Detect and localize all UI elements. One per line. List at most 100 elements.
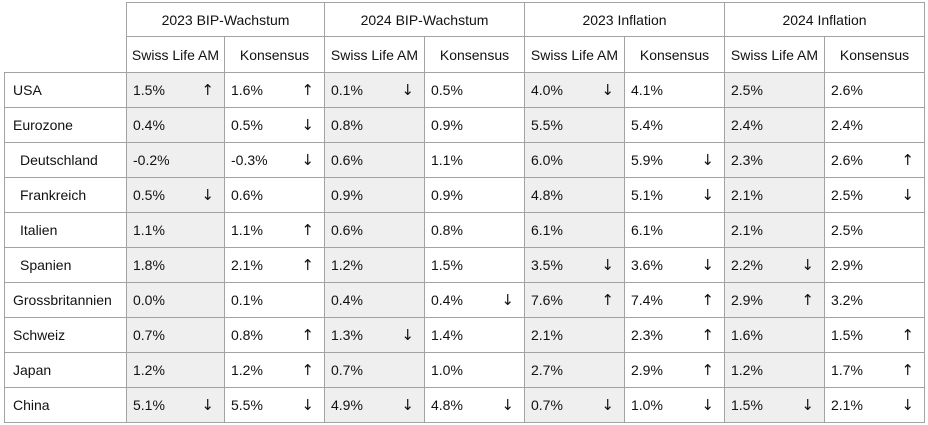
arrow-down-icon: ↓: [801, 256, 814, 274]
cell-swiss-life: 2.9% ↑: [724, 282, 825, 318]
cell-value: 2.5%: [831, 222, 863, 238]
cell-value: 2.1%: [231, 257, 263, 273]
arrow-up-icon: ↑: [601, 291, 614, 309]
arrow-down-icon: ↓: [901, 186, 914, 204]
cell-swiss-life: 1.6%: [724, 317, 825, 353]
table-row: USA 1.5% ↑ 1.6% ↑ 0.1% ↓ 0.5% 4.0% ↓ 4.1% 2.5% 2.6%: [4, 72, 925, 108]
cell-swiss-life: 6.1%: [524, 212, 625, 248]
cell-value: 0.7%: [331, 362, 363, 378]
cell-swiss-life: 2.3%: [724, 142, 825, 178]
table-row: Grossbritannien 0.0% 0.1% 0.4% 0.4% ↓ 7.6% ↑ 7.4…: [4, 282, 925, 318]
arrow-up-icon: ↑: [801, 291, 814, 309]
cell-swiss-life: 0.0%: [126, 282, 225, 318]
arrow-down-icon: ↓: [601, 256, 614, 274]
sub-header-konsensus: Konsensus: [224, 36, 325, 73]
cell-value: 5.5%: [231, 397, 263, 413]
cell-value: 7.4%: [631, 292, 663, 308]
arrow-down-icon: ↓: [701, 256, 714, 274]
cell-konsensus: 0.8%: [424, 212, 525, 248]
cell-konsensus: 1.0%: [424, 352, 525, 388]
cell-konsensus: 6.1%: [624, 212, 725, 248]
group-header-row: 2023 BIP-Wachstum 2024 BIP-Wachstum 2023…: [4, 2, 925, 73]
cell-konsensus: 4.8% ↓: [424, 387, 525, 423]
cell-swiss-life: 1.5% ↓: [724, 387, 825, 423]
cell-swiss-life: 2.7%: [524, 352, 625, 388]
row-label: China: [4, 387, 127, 423]
arrow-down-icon: ↓: [501, 291, 514, 309]
cell-value: 2.1%: [731, 187, 763, 203]
table-row: Deutschland -0.2% -0.3% ↓ 0.6% 1.1% 6.0% 5.9% ↓ 2…: [4, 142, 925, 178]
cell-value: 4.8%: [531, 187, 563, 203]
cell-value: 1.2%: [133, 362, 165, 378]
cell-value: 1.5%: [831, 327, 863, 343]
cell-value: 0.1%: [331, 82, 363, 98]
cell-konsensus: 0.9%: [424, 177, 525, 213]
cell-value: 0.5%: [231, 117, 263, 133]
cell-value: 1.5%: [431, 257, 463, 273]
arrow-up-icon: ↑: [901, 326, 914, 344]
cell-konsensus: 1.7% ↑: [824, 352, 925, 388]
cell-value: 5.1%: [631, 187, 663, 203]
cell-value: 6.0%: [531, 152, 563, 168]
cell-value: 0.4%: [431, 292, 463, 308]
row-label: Deutschland: [4, 142, 127, 178]
cell-konsensus: 1.1% ↑: [224, 212, 325, 248]
cell-swiss-life: 1.2%: [724, 352, 825, 388]
arrow-down-icon: ↓: [301, 116, 314, 134]
cell-value: 1.2%: [731, 362, 763, 378]
arrow-up-icon: ↑: [701, 291, 714, 309]
forecast-table: 2023 BIP-Wachstum 2024 BIP-Wachstum 2023…: [4, 2, 925, 423]
cell-swiss-life: 1.2%: [324, 247, 425, 283]
arrow-up-icon: ↑: [301, 221, 314, 239]
cell-konsensus: 0.9%: [424, 107, 525, 143]
cell-konsensus: 1.5% ↑: [824, 317, 925, 353]
cell-swiss-life: 0.6%: [324, 212, 425, 248]
table-row: Italien 1.1% 1.1% ↑ 0.6% 0.8% 6.1% 6.1% 2.1% 2.5%: [4, 212, 925, 248]
arrow-down-icon: ↓: [201, 396, 214, 414]
arrow-down-icon: ↓: [201, 186, 214, 204]
cell-konsensus: 7.4% ↑: [624, 282, 725, 318]
cell-konsensus: 0.5%: [424, 72, 525, 108]
arrow-up-icon: ↑: [301, 256, 314, 274]
cell-value: 0.8%: [331, 117, 363, 133]
arrow-down-icon: ↓: [301, 151, 314, 169]
cell-konsensus: 1.4%: [424, 317, 525, 353]
cell-konsensus: 1.0% ↓: [624, 387, 725, 423]
group-header-inflation-2024: 2024 Inflation: [724, 2, 925, 37]
cell-swiss-life: 3.5% ↓: [524, 247, 625, 283]
arrow-up-icon: ↑: [301, 326, 314, 344]
cell-swiss-life: 7.6% ↑: [524, 282, 625, 318]
cell-value: 1.1%: [133, 222, 165, 238]
cell-value: 0.5%: [431, 82, 463, 98]
cell-value: 1.8%: [133, 257, 165, 273]
arrow-down-icon: ↓: [701, 396, 714, 414]
cell-value: 5.9%: [631, 152, 663, 168]
cell-konsensus: 5.4%: [624, 107, 725, 143]
cell-value: 3.5%: [531, 257, 563, 273]
cell-swiss-life: 1.8%: [126, 247, 225, 283]
cell-swiss-life: 0.7% ↓: [524, 387, 625, 423]
cell-konsensus: 5.9% ↓: [624, 142, 725, 178]
cell-konsensus: 2.4%: [824, 107, 925, 143]
cell-swiss-life: 1.1%: [126, 212, 225, 248]
cell-value: 2.3%: [631, 327, 663, 343]
cell-value: 5.5%: [531, 117, 563, 133]
row-label: Spanien: [4, 247, 127, 283]
cell-konsensus: 2.9% ↑: [624, 352, 725, 388]
arrow-down-icon: ↓: [401, 81, 414, 99]
arrow-up-icon: ↑: [901, 151, 914, 169]
sub-header-konsensus: Konsensus: [424, 36, 525, 73]
cell-value: 1.0%: [631, 397, 663, 413]
cell-konsensus: 2.1% ↓: [824, 387, 925, 423]
cell-konsensus: 3.6% ↓: [624, 247, 725, 283]
cell-konsensus: 1.1%: [424, 142, 525, 178]
row-label: Eurozone: [4, 107, 127, 143]
cell-value: 3.6%: [631, 257, 663, 273]
group-header-bip-2023: 2023 BIP-Wachstum: [126, 2, 325, 37]
cell-value: 1.1%: [431, 152, 463, 168]
cell-value: 2.5%: [831, 187, 863, 203]
cell-konsensus: 0.4% ↓: [424, 282, 525, 318]
cell-value: 1.6%: [231, 82, 263, 98]
cell-value: 2.9%: [831, 257, 863, 273]
sub-header-swiss-life: Swiss Life AM: [524, 36, 625, 73]
